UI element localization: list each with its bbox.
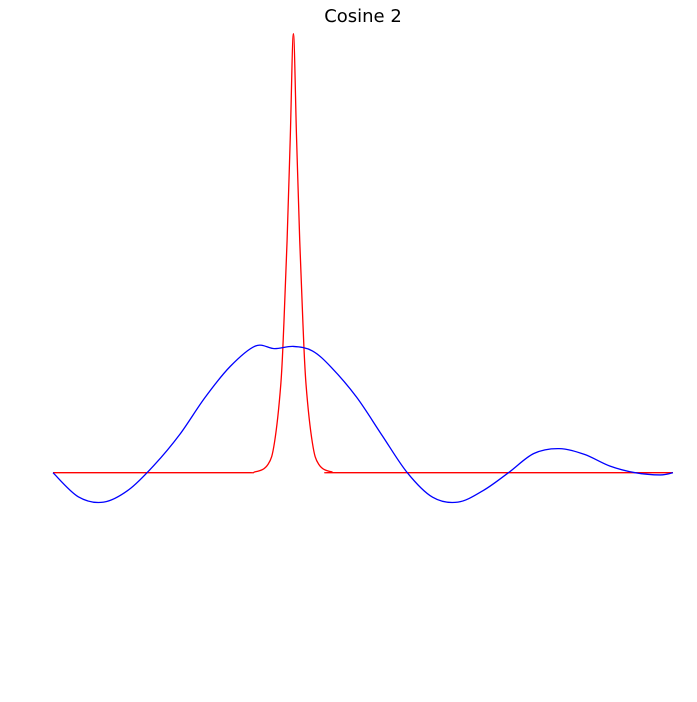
series-line-1: [53, 33, 673, 474]
series-line-2: [52, 344, 674, 504]
chart-title: Cosine 2: [324, 6, 402, 27]
series-layer: [52, 33, 674, 504]
